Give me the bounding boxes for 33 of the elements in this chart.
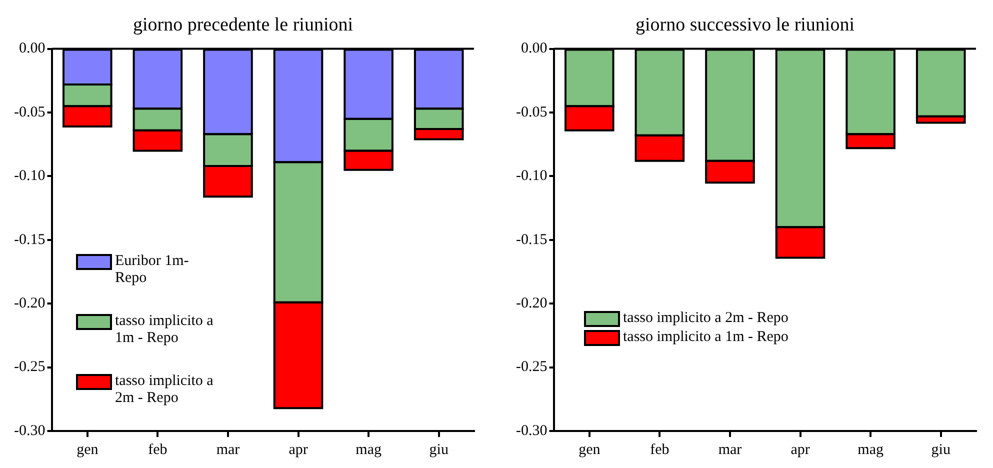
legend-label: tasso implicito a 1m - Repo [115, 313, 214, 347]
y-tick-label: -0.25 [516, 359, 548, 376]
x-tick-label: apr [790, 442, 810, 458]
y-tick-label: -0.15 [516, 232, 548, 248]
x-tick-label: gen [76, 442, 99, 458]
legend-label: Euribor 1m- Repo [115, 253, 190, 287]
x-tick-label: gen [578, 442, 601, 458]
x-tick-label: mar [718, 442, 742, 458]
x-tick-label: mar [216, 442, 240, 458]
y-tick-label: -0.05 [14, 104, 46, 120]
x-tick-label: giu [429, 442, 449, 458]
y-tick-label: -0.30 [14, 422, 46, 439]
x-tick-label: giu [931, 442, 951, 458]
legend-label: tasso implicito a 2m - Repo [623, 310, 788, 327]
x-tick-label: feb [650, 442, 670, 458]
chart-title: giorno precedente le riunioni [132, 14, 354, 36]
y-tick-label: -0.25 [14, 359, 46, 376]
y-tick-label: -0.10 [516, 168, 548, 184]
x-tick-label: mag [356, 442, 382, 458]
y-tick-label: -0.30 [516, 422, 548, 439]
x-tick-label: mag [858, 442, 884, 458]
y-tick-label: -0.10 [14, 168, 46, 184]
y-tick-label: -0.20 [14, 296, 46, 312]
legend-label: tasso implicito a 2m - Repo [115, 373, 214, 407]
y-tick-label: -0.15 [14, 232, 46, 248]
y-tick-label: 0.00 [18, 40, 46, 57]
x-tick-label: feb [148, 442, 168, 458]
x-tick-label: apr [288, 442, 308, 458]
y-tick-label: 0.00 [520, 40, 548, 57]
y-tick-label: -0.20 [516, 296, 548, 312]
chart-title: giorno successivo le riunioni [636, 14, 854, 36]
y-tick-label: -0.05 [516, 104, 548, 120]
legend-label: tasso implicito a 1m - Repo [623, 329, 788, 346]
